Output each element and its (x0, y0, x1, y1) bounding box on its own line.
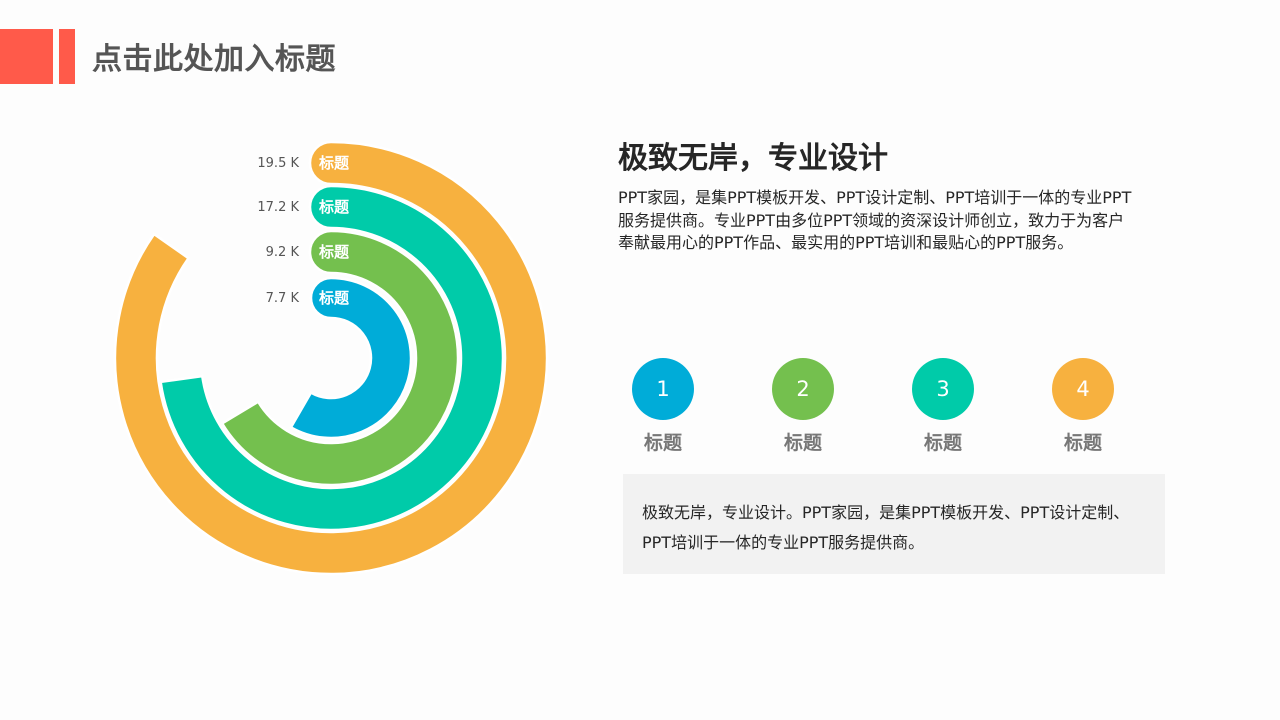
ring-label-1: 标题 (319, 154, 350, 172)
section-heading[interactable]: 极致无岸，专业设计 (618, 141, 888, 176)
step-number-circle-2: 2 (772, 358, 834, 420)
title-accent-bar-small (59, 29, 75, 84)
step-label-3[interactable]: 标题 (923, 432, 962, 454)
step-item-1: 1 标题 (632, 358, 694, 455)
step-number-circle-1: 1 (632, 358, 694, 420)
step-item-3: 3 标题 (912, 358, 974, 455)
section-description[interactable]: PPT家园，是集PPT模板开发、PPT设计定制、PPT培训于一体的专业PPT服务… (618, 188, 1132, 252)
title-accent-bar-large (0, 29, 53, 84)
ring-label-3: 标题 (319, 243, 350, 261)
ring-value-2: 17.2 K (257, 200, 299, 215)
step-item-2: 2 标题 (772, 358, 834, 455)
ring-label-4: 标题 (319, 289, 350, 307)
ring-arc-3 (220, 229, 460, 487)
note-text[interactable]: 极致无岸，专业设计。PPT家园，是集PPT模板开发、PPT设计定制、PPT培训于… (642, 503, 1130, 552)
ring-arc-4 (289, 276, 413, 440)
ring-label-2: 标题 (319, 198, 350, 216)
step-label-2[interactable]: 标题 (783, 432, 822, 454)
ring-arc-1 (113, 140, 549, 576)
ring-value-4: 7.7 K (265, 291, 299, 306)
step-item-4: 4 标题 (1052, 358, 1114, 455)
radial-bar-chart: 19.5 K 17.2 K 9.2 K 7.7 K 标题 标题 标题 标题 (0, 0, 600, 720)
radial-bar-chart-svg (113, 140, 549, 576)
ring-value-1: 19.5 K (257, 156, 299, 171)
step-number-circle-4: 4 (1052, 358, 1114, 420)
ring-arc-2 (159, 184, 505, 532)
step-label-1[interactable]: 标题 (643, 432, 682, 454)
ring-value-3: 9.2 K (265, 245, 299, 260)
page-title[interactable]: 点击此处加入标题 (92, 42, 336, 77)
step-label-4[interactable]: 标题 (1063, 432, 1102, 454)
step-number-circle-3: 3 (912, 358, 974, 420)
note-box: 极致无岸，专业设计。PPT家园，是集PPT模板开发、PPT设计定制、PPT培训于… (623, 474, 1165, 574)
